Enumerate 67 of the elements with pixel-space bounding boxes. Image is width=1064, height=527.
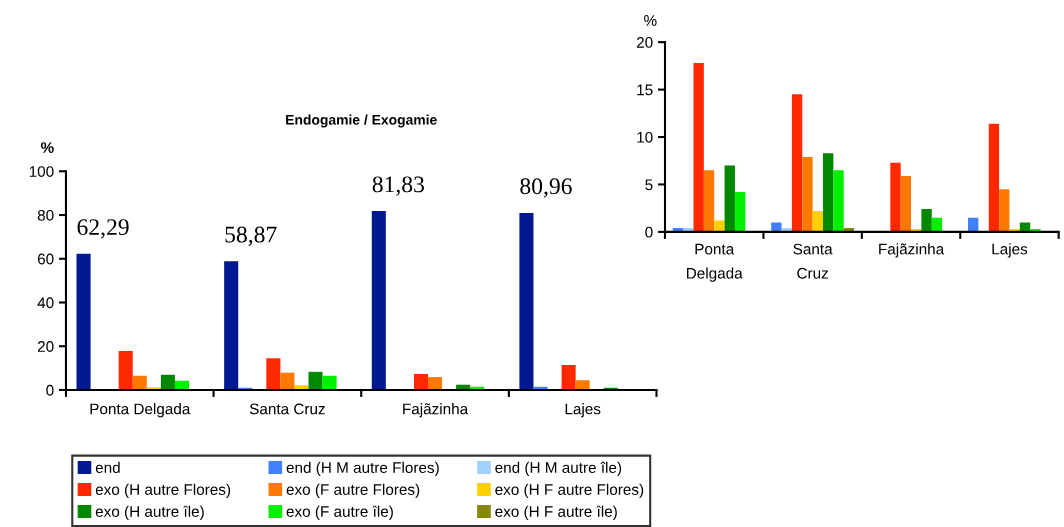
legend-label: end (H M autre Flores) bbox=[286, 461, 439, 477]
legend-label: exo (H autre île) bbox=[95, 505, 204, 520]
bar bbox=[118, 351, 133, 390]
bar bbox=[812, 211, 823, 232]
bar bbox=[833, 170, 844, 232]
y-axis-title: % bbox=[40, 142, 54, 153]
bar bbox=[224, 261, 239, 390]
y-tick-label: 20 bbox=[636, 37, 653, 48]
x-tick-label: Lajes bbox=[992, 243, 1028, 258]
chart-title: Endogamie / Exogamie bbox=[286, 114, 437, 128]
bar bbox=[413, 374, 429, 390]
x-tick-label: Ponta Delgada bbox=[90, 403, 191, 418]
bar bbox=[802, 156, 813, 232]
bar bbox=[724, 165, 735, 232]
bar bbox=[561, 365, 576, 390]
bar bbox=[890, 162, 901, 232]
bar bbox=[308, 371, 323, 390]
legend-label: end (H M autre île) bbox=[495, 461, 622, 477]
legend-label: exo (H F autre île) bbox=[495, 505, 617, 520]
bar bbox=[791, 94, 803, 232]
y-tick-label: 80 bbox=[37, 209, 54, 221]
y-tick-label: 0 bbox=[645, 226, 653, 238]
data-label: 80,96 bbox=[520, 178, 572, 198]
bar bbox=[519, 212, 534, 390]
legend-label: exo (F autre Flores) bbox=[286, 483, 420, 498]
bar bbox=[988, 123, 1000, 232]
bar bbox=[999, 189, 1010, 232]
legend-label: exo (F autre île) bbox=[286, 505, 393, 520]
bar bbox=[160, 374, 175, 390]
bar bbox=[322, 375, 337, 390]
x-tick-label: Santa Cruz bbox=[249, 403, 325, 415]
bar bbox=[266, 358, 281, 390]
bar bbox=[822, 153, 834, 232]
y-tick-label: 10 bbox=[637, 131, 653, 143]
x-tick-label: Lajes bbox=[565, 403, 601, 418]
y-axis-title: % bbox=[644, 15, 657, 26]
bar bbox=[575, 380, 590, 390]
y-tick-label: 0 bbox=[46, 384, 54, 396]
legend-label: exo (H autre Flores) bbox=[95, 483, 231, 498]
bar bbox=[703, 170, 715, 232]
legend-label: end bbox=[95, 461, 120, 474]
bar bbox=[1019, 222, 1031, 232]
x-tick-label: Ponta Delgada bbox=[687, 243, 743, 282]
bar bbox=[771, 222, 782, 232]
bar bbox=[693, 63, 704, 232]
x-tick-label: Santa Cruz bbox=[793, 243, 833, 279]
bar bbox=[714, 220, 725, 232]
y-tick-label: 15 bbox=[637, 84, 653, 96]
data-label: 81,83 bbox=[372, 176, 424, 196]
y-tick-label: 60 bbox=[37, 253, 54, 265]
data-label: 62,29 bbox=[77, 219, 129, 239]
bar bbox=[371, 211, 386, 390]
y-tick-label: 40 bbox=[37, 297, 54, 309]
bar bbox=[734, 192, 746, 232]
bar bbox=[132, 375, 147, 390]
bar bbox=[900, 175, 912, 232]
bar bbox=[921, 209, 932, 232]
x-tick-label: Fajãzinha bbox=[879, 243, 945, 258]
legend-label: exo (H F autre Flores) bbox=[495, 483, 644, 498]
data-label: 58,87 bbox=[225, 226, 277, 246]
bar bbox=[76, 253, 91, 390]
y-tick-label: 5 bbox=[645, 179, 653, 191]
bar bbox=[428, 377, 443, 390]
bar bbox=[280, 372, 295, 390]
y-tick-label: 20 bbox=[37, 341, 54, 352]
x-tick-label: Fajãzinha bbox=[403, 403, 469, 418]
y-tick-label: 100 bbox=[29, 166, 54, 177]
